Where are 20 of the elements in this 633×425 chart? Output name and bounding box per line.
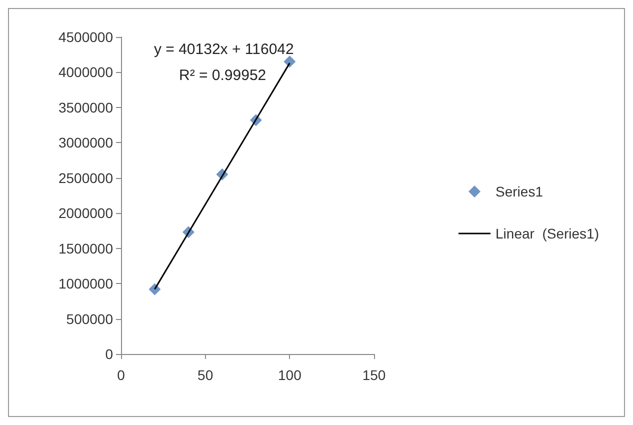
y-tick-label: 2000000 xyxy=(58,205,114,222)
x-tick-label: 150 xyxy=(362,367,386,383)
y-tick-label: 3500000 xyxy=(58,99,114,116)
x-tick-label: 0 xyxy=(117,367,126,383)
x-tick-label: 100 xyxy=(278,367,302,383)
y-tick-label: 4000000 xyxy=(58,64,114,80)
y-tick-label: 500000 xyxy=(66,310,114,327)
y-tick-label: 0 xyxy=(105,346,114,362)
y-tick-label: 4500000 xyxy=(58,29,114,45)
point xyxy=(284,56,296,68)
point xyxy=(148,283,161,296)
y-tick-label: 1000000 xyxy=(58,276,114,292)
annotation: R² = 0.99952 xyxy=(179,67,266,84)
y-tick-label: 2500000 xyxy=(58,170,114,186)
y-tick-label: 3000000 xyxy=(58,134,114,151)
y-tick-label: 1500000 xyxy=(58,240,114,256)
legend-label: Linear (Series1) xyxy=(496,226,600,242)
x-tick-label: 50 xyxy=(198,367,214,383)
annotation: y = 40132x + 116042 xyxy=(154,41,294,58)
legend-label: Series1 xyxy=(496,184,544,200)
